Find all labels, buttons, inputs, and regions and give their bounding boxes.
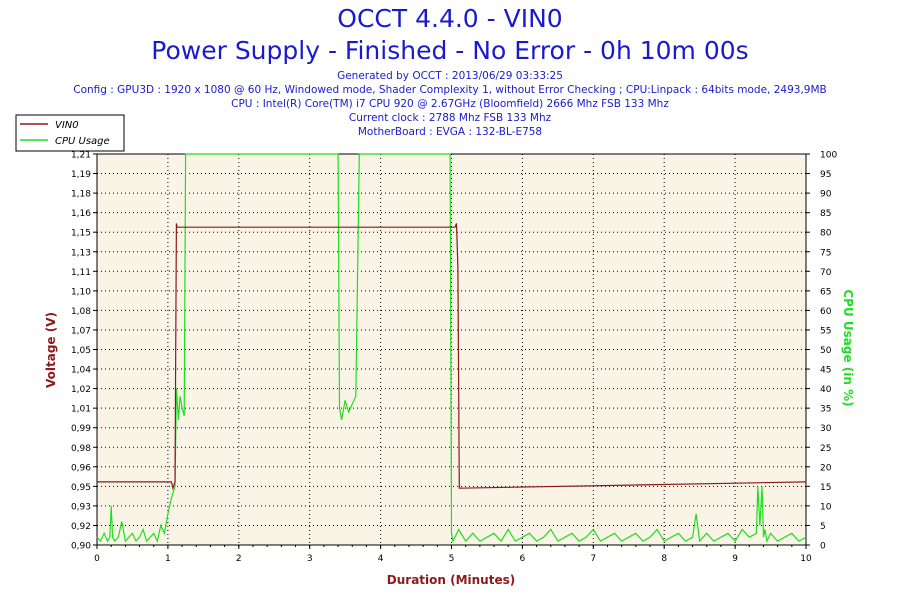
y-right-tick-label: 20 xyxy=(820,463,832,473)
y-right-tick-label: 80 xyxy=(820,229,832,239)
y-left-tick-label: 1,10 xyxy=(71,287,91,297)
y-left-tick-label: 0,98 xyxy=(71,444,91,454)
y-axis-label-left: Voltage (V) xyxy=(44,312,58,388)
y-left-tick-label: 0,95 xyxy=(71,483,91,493)
x-tick-label: 5 xyxy=(449,554,455,564)
x-tick-label: 3 xyxy=(307,554,313,564)
legend-box xyxy=(15,114,125,152)
y-left-tick-label: 1,05 xyxy=(71,346,91,356)
y-left-tick-label: 1,18 xyxy=(71,190,91,200)
y-right-tick-label: 70 xyxy=(820,268,832,278)
y-left-tick-label: 0,90 xyxy=(71,542,91,552)
y-axis-label-right: CPU Usage (in %) xyxy=(841,289,855,406)
legend-label: CPU Usage xyxy=(55,136,110,147)
y-left-tick-label: 0,92 xyxy=(71,522,91,532)
y-right-tick-label: 60 xyxy=(820,307,832,317)
y-left-tick-label: 1,15 xyxy=(71,229,91,239)
x-tick-label: 0 xyxy=(94,554,100,564)
y-right-tick-label: 15 xyxy=(820,483,831,493)
y-right-tick-label: 50 xyxy=(820,346,832,356)
x-tick-label: 9 xyxy=(732,554,738,564)
info-cpu: CPU : Intel(R) Core(TM) i7 CPU 920 @ 2.6… xyxy=(231,98,669,110)
y-left-tick-label: 1,04 xyxy=(71,366,91,376)
y-right-tick-label: 85 xyxy=(820,209,831,219)
info-config: Config : GPU3D : 1920 x 1080 @ 60 Hz, Wi… xyxy=(73,84,827,96)
y-left-tick-label: 1,19 xyxy=(71,170,91,180)
series-layer xyxy=(96,153,807,544)
y-left-tick-label: 1,13 xyxy=(71,248,91,258)
chart-title: OCCT 4.4.0 - VIN0 xyxy=(337,4,563,33)
y-right-tick-label: 65 xyxy=(820,287,831,297)
y-left-tick-label: 1,02 xyxy=(71,385,91,395)
x-axis-label: Duration (Minutes) xyxy=(387,573,515,587)
y-right-tick-label: 90 xyxy=(820,190,832,200)
y-right-tick-label: 40 xyxy=(820,385,832,395)
y-right-tick-label: 35 xyxy=(820,405,831,415)
info-current-clock: Current clock : 2788 Mhz FSB 133 Mhz xyxy=(348,112,552,124)
x-tick-label: 8 xyxy=(661,554,667,564)
y-left-tick-label: 1,08 xyxy=(71,307,91,317)
y-right-tick-label: 55 xyxy=(820,326,831,336)
x-tick-label: 6 xyxy=(520,554,526,564)
y-right-tick-label: 75 xyxy=(820,248,831,258)
y-left-tick-label: 1,07 xyxy=(71,326,91,336)
y-left-tick-label: 1,11 xyxy=(71,268,91,278)
plot-frame xyxy=(96,153,807,546)
y-right-tick-label: 10 xyxy=(820,502,832,512)
series-line-vin0 xyxy=(97,223,807,491)
y-left-tick-label: 0,96 xyxy=(71,463,91,473)
x-tick-label: 2 xyxy=(236,554,242,564)
y-left-tick-label: 1,21 xyxy=(71,151,91,161)
y-right-tick-label: 95 xyxy=(820,170,831,180)
x-tick-label: 7 xyxy=(590,554,596,564)
y-left-tick-label: 1,01 xyxy=(71,405,91,415)
y-left-tick-label: 0,93 xyxy=(71,502,91,512)
y-left-tick-label: 0,99 xyxy=(71,424,91,434)
info-generated: Generated by OCCT : 2013/06/29 03:33:25 xyxy=(337,70,563,82)
x-tick-label: 4 xyxy=(378,554,384,564)
chart-subtitle: Power Supply - Finished - No Error - 0h … xyxy=(151,36,749,65)
y-right-tick-label: 30 xyxy=(820,424,832,434)
legend: VIN0 CPU Usage xyxy=(15,114,125,152)
y-right-tick-label: 0 xyxy=(820,542,826,552)
y-right-tick-label: 100 xyxy=(820,151,837,161)
x-tick-label: 1 xyxy=(165,554,171,564)
y-right-tick-label: 5 xyxy=(820,522,826,532)
y-right-tick-label: 45 xyxy=(820,366,831,376)
info-motherboard: MotherBoard : EVGA : 132-BL-E758 xyxy=(357,126,543,138)
axes: 0,90 00,92 50,93 100,95 150,96 200,98 250,99 30… xyxy=(71,151,837,565)
y-right-tick-label: 25 xyxy=(820,444,831,454)
series-line-cpu-usage xyxy=(96,153,807,544)
legend-label: VIN0 xyxy=(55,120,79,131)
y-left-tick-label: 1,16 xyxy=(71,209,91,219)
x-tick-label: 10 xyxy=(800,554,812,564)
